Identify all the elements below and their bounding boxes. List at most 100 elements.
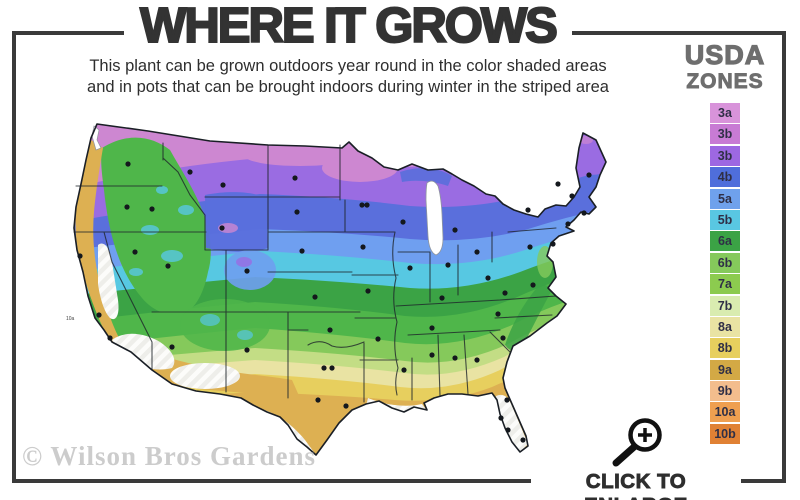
legend-zone-swatch-9a: 9a <box>710 359 740 380</box>
legend-zone-label: 4b <box>717 170 733 185</box>
overlay-pink-speck <box>533 193 543 199</box>
overlay-florida-white <box>495 394 528 452</box>
legend-zone-swatch-5a: 5a <box>710 188 740 209</box>
city-dot <box>525 207 531 213</box>
city-dot <box>294 209 300 215</box>
overlay-up-blue <box>400 168 452 186</box>
legend-zone-label: 5b <box>717 212 733 227</box>
legend-zone-label: 3a <box>718 106 732 120</box>
click-to-enlarge-button[interactable]: CLICK TO ENLARGE <box>531 468 741 500</box>
city-dot <box>565 221 571 227</box>
legend-title-zones: ZONES <box>686 70 764 94</box>
legend-zone-label: 7a <box>718 277 732 292</box>
overlay-colorado-blue <box>224 250 276 290</box>
legend-zone-label: 5a <box>718 191 732 206</box>
legend-zone-label: 6b <box>717 255 733 270</box>
legend-zone-label: 3b <box>717 127 733 142</box>
legend-zone-label: 3b <box>717 148 733 163</box>
city-dot <box>505 427 511 433</box>
legend-zone-label: 10a <box>714 405 736 420</box>
city-dot <box>244 268 250 274</box>
city-dot <box>586 172 592 178</box>
city-dots-layer <box>77 161 592 443</box>
legend-swatch-column: 3a 3b 3b 4b 5a 5b 6a 6b 7a 7b 8a 8b 9a 9b 10a 10b <box>710 103 740 444</box>
city-dot <box>439 295 445 301</box>
city-dot <box>401 367 407 373</box>
overlay-coast-gold <box>75 140 119 343</box>
overlay-cyan-speck <box>200 314 220 326</box>
overlay-nm-green <box>180 299 270 351</box>
overlay-purple-speck <box>236 257 252 267</box>
city-dot <box>343 403 349 409</box>
legend-zone-label: 10b <box>714 426 736 441</box>
overlay-ca-valley-white <box>98 243 119 320</box>
overlay-cyan-speck <box>129 268 143 276</box>
page-title: WHERE IT GROWS <box>12 0 684 56</box>
city-dot <box>149 206 155 212</box>
legend-zone-label: 9b <box>717 384 733 399</box>
city-dot <box>299 248 305 254</box>
city-dot <box>312 294 318 300</box>
state-borders <box>73 142 557 403</box>
legend-zone-label: 9a <box>718 362 732 377</box>
city-dot <box>169 344 175 350</box>
city-dot <box>429 325 435 331</box>
city-dot <box>569 193 575 199</box>
city-dot <box>132 249 138 255</box>
subtitle-line-1: This plant can be grown outdoors year ro… <box>89 57 607 75</box>
city-dot <box>495 311 501 317</box>
legend-zone-label: 8b <box>717 341 733 356</box>
city-dot <box>96 312 102 318</box>
city-dot <box>364 202 370 208</box>
us-hardiness-zone-map[interactable]: 10a <box>55 105 680 475</box>
city-dot <box>550 241 556 247</box>
legend-zone-swatch-6b: 6b <box>710 252 740 273</box>
city-dot <box>125 161 131 167</box>
city-dot <box>581 210 587 216</box>
overlay-cyan-speck <box>178 205 194 215</box>
city-dot <box>219 225 225 231</box>
city-dot <box>520 437 526 443</box>
us-outline <box>73 123 607 456</box>
overlay-pink-speck <box>218 223 238 233</box>
overlay-delmarva-green <box>537 246 553 278</box>
subtitle: This plant can be grown outdoors year ro… <box>12 56 684 98</box>
page-title-text: WHERE IT GROWS <box>124 0 572 56</box>
city-dot <box>292 175 298 181</box>
legend-title-usda: USDA <box>684 39 766 70</box>
overlay-adirondack-purple <box>527 189 553 207</box>
overlay-cyan-speck <box>141 225 159 235</box>
overlay-pink-speck <box>579 136 593 144</box>
legend-zone-swatch-10a: 10a <box>710 402 740 423</box>
legend-zone-label: 6a <box>718 234 732 249</box>
city-dot <box>530 282 536 288</box>
overlay-cyan-speck <box>156 186 168 194</box>
city-dot <box>359 202 365 208</box>
legend-zone-swatch-7b: 7b <box>710 295 740 316</box>
city-dot <box>165 263 171 269</box>
watermark: © Wilson Bros Gardens <box>22 441 316 471</box>
city-dot <box>375 336 381 342</box>
subtitle-line-2: and in pots that can be brought indoors … <box>87 78 609 96</box>
city-dot <box>527 244 533 250</box>
city-dot <box>452 355 458 361</box>
overlay-cyan-speck <box>161 250 183 262</box>
city-dot <box>315 397 321 403</box>
magnifier-zoom-icon[interactable] <box>606 413 664 469</box>
usda-zones-legend: USDA ZONES 3a 3b 3b 4b 5a 5b 6a 6b 7a 7b 8a 8b 9a 9b 1… <box>666 39 784 445</box>
legend-zone-swatch-3b: 3b <box>710 145 740 166</box>
city-dot <box>445 262 451 268</box>
city-dot <box>321 365 327 371</box>
city-dot <box>429 352 435 358</box>
city-dot <box>500 335 506 341</box>
legend-zone-swatch-3a: 3a <box>710 103 740 123</box>
overlay-socal-white <box>112 333 175 370</box>
city-dot <box>365 288 371 294</box>
legend-zone-label: 7b <box>717 298 733 313</box>
legend-zone-swatch-8b: 8b <box>710 338 740 359</box>
overlay-appalachia-green <box>505 285 552 351</box>
map-coast-zone-label: 10a <box>66 316 75 322</box>
legend-zone-swatch-5b: 5b <box>710 209 740 230</box>
overlay-pink-speck <box>237 145 287 159</box>
